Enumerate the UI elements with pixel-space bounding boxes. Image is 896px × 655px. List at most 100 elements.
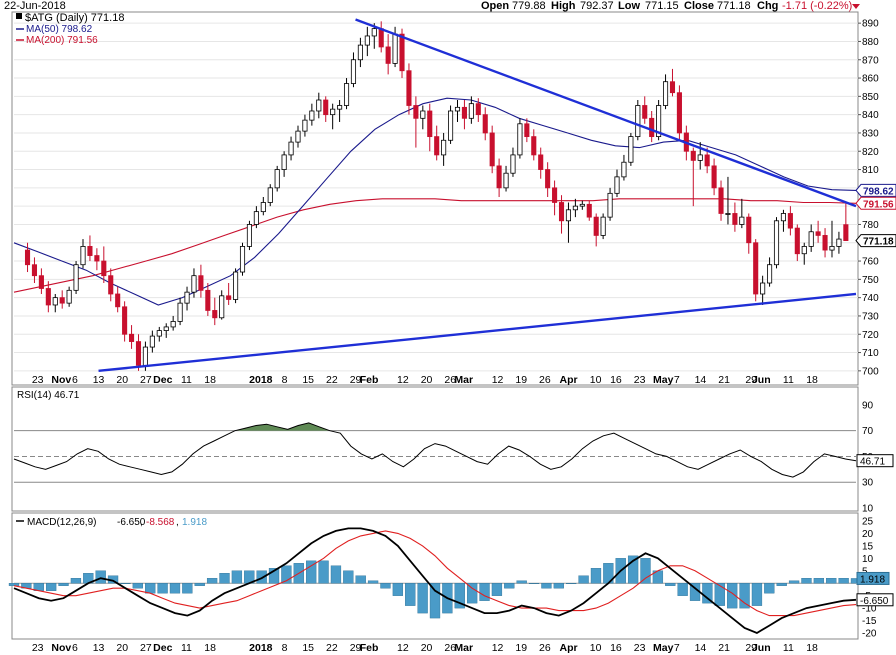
x-axis-label: May xyxy=(653,374,674,386)
price-grid xyxy=(14,22,858,372)
candle-body xyxy=(517,123,523,156)
candle-body xyxy=(392,33,398,64)
x-axis-label: 26 xyxy=(444,374,456,386)
candle-body xyxy=(489,132,495,167)
x-axis-label: Feb xyxy=(360,374,379,386)
x-axis-label: 29 xyxy=(350,374,362,386)
candle-body xyxy=(357,44,363,61)
x-axis-label: Nov xyxy=(51,374,71,386)
price-tick-label: 830 xyxy=(862,128,879,139)
x-axis-label: 20 xyxy=(116,374,128,386)
candle-body xyxy=(323,99,329,116)
header-date: 22-Jun-2018 xyxy=(4,0,66,12)
macd-hist-bar xyxy=(714,583,725,606)
candle-body xyxy=(129,333,135,342)
candle-body xyxy=(212,310,218,319)
x-axis-label: 10 xyxy=(590,374,602,386)
candle-body xyxy=(697,154,703,161)
candle-body xyxy=(732,213,738,225)
candle-body xyxy=(267,187,273,203)
candle-body xyxy=(572,205,578,211)
hist-legend-value: 1.918 xyxy=(182,517,207,528)
macd-hist-bar xyxy=(677,583,688,596)
candle-body xyxy=(246,224,252,247)
macd-hist-bar xyxy=(157,583,168,594)
candle-body xyxy=(482,114,488,134)
rsi-tag xyxy=(856,454,894,468)
x-axis-labels: 2323NovNov66131320202727DecDec1111181820… xyxy=(32,374,818,654)
candle-body xyxy=(621,161,627,178)
candle-body xyxy=(80,246,86,266)
rsi-tick-label: 30 xyxy=(862,478,874,489)
rsi-overbought-fill xyxy=(235,422,330,431)
candle-body xyxy=(191,275,197,293)
candle-body xyxy=(558,202,565,222)
close-tag xyxy=(855,234,896,248)
svg-text:,: , xyxy=(140,517,143,528)
macd-hist-bar xyxy=(145,583,156,594)
macd-hist-bar xyxy=(70,578,82,584)
candle-body xyxy=(31,264,38,277)
candle-body xyxy=(468,103,474,119)
x-axis-label: Feb xyxy=(360,642,379,654)
ma50-line xyxy=(13,97,857,306)
macd-hist-bar xyxy=(206,578,218,584)
x-axis-label: 14 xyxy=(695,642,707,654)
candle-body xyxy=(586,203,592,218)
macd-hist-bar xyxy=(516,580,527,584)
macd-hist-bar xyxy=(479,583,490,601)
macd-hist-bar xyxy=(838,578,849,584)
macd-hist-bar xyxy=(330,565,342,584)
macd-hist-bar xyxy=(665,583,676,586)
macd-hist-bar xyxy=(194,583,205,586)
x-axis-label: 22 xyxy=(326,374,338,386)
candle-body xyxy=(656,105,662,138)
x-axis-label: 22 xyxy=(326,642,338,654)
candle-body xyxy=(649,117,655,138)
macd-hist-bar xyxy=(281,565,292,584)
price-tick-label: 810 xyxy=(862,165,879,176)
macd-hist-bar xyxy=(788,580,800,584)
rsi-panel-frame xyxy=(11,386,859,512)
candle-body xyxy=(66,289,72,304)
macd-line xyxy=(13,527,857,635)
x-axis-label: 6 xyxy=(72,374,78,386)
x-axis-label: 18 xyxy=(806,374,818,386)
x-axis-label: 21 xyxy=(718,642,730,654)
x-axis-label: Apr xyxy=(560,374,578,386)
macd-hist-bar xyxy=(256,570,267,584)
x-axis-label: 8 xyxy=(282,374,288,386)
candle-body xyxy=(101,260,107,277)
x-axis-label: May xyxy=(653,642,674,654)
macd-tick-label: -20 xyxy=(862,629,877,640)
ohlc-readout: Open 779.88 High 792.37 Low 771.15 Close… xyxy=(481,0,860,12)
x-axis-label: 29 xyxy=(745,642,757,654)
candle-body xyxy=(330,108,336,116)
macd-tick-label: 15 xyxy=(862,541,874,552)
candle-body xyxy=(704,154,710,167)
candle-body xyxy=(288,141,294,156)
x-axis-label: 12 xyxy=(492,642,504,654)
x-axis-label: 19 xyxy=(515,374,527,386)
candle-body xyxy=(739,216,745,225)
x-axis-label: 16 xyxy=(610,642,622,654)
macd-hist-bar xyxy=(578,575,589,584)
price-y-axis: 7007107207307407507607707807908008108208… xyxy=(858,19,879,377)
x-axis-label: 18 xyxy=(204,374,216,386)
candle-body xyxy=(600,216,606,236)
candle-body xyxy=(59,297,65,304)
high-label: High xyxy=(551,0,576,12)
x-axis-label: 11 xyxy=(181,374,192,386)
x-axis-label: Dec xyxy=(153,642,172,654)
x-axis-label: 13 xyxy=(93,374,105,386)
candle-body xyxy=(808,231,814,247)
macd-hist-bar xyxy=(182,583,193,594)
candle-body xyxy=(441,139,447,156)
candle-body xyxy=(281,154,287,170)
candle-body xyxy=(767,264,773,284)
candle-body xyxy=(711,165,717,189)
macd-hist-bar xyxy=(801,578,812,584)
candle-body xyxy=(260,202,266,213)
price-tick-label: 710 xyxy=(862,348,879,359)
candle-body xyxy=(420,110,426,119)
